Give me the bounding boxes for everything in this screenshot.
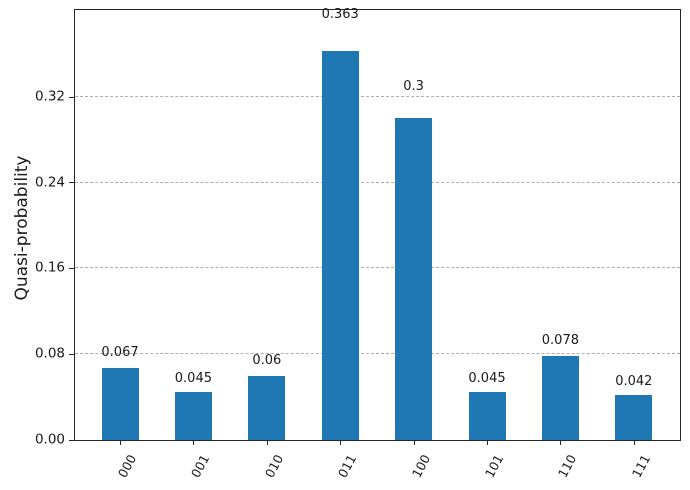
bar-010: [248, 375, 286, 440]
y-axis-tick: [69, 96, 75, 98]
plot-area: 0.00 0.08 0.16 0.24 0.32 0.067 000 0.045 001 0.06…: [35, 7, 681, 480]
bar-111: [615, 394, 653, 440]
y-gridline: [75, 95, 680, 97]
bar-001: [174, 391, 212, 440]
x-axis-tick-label: 100: [408, 452, 433, 481]
bar-value-label: 0.06: [252, 353, 282, 369]
x-axis-tick-label: 010: [261, 452, 287, 481]
y-axis-tick-label: 0.08: [34, 345, 65, 362]
x-axis-tick-label: 110: [555, 452, 580, 481]
x-axis-tick: [266, 440, 268, 445]
y-axis-tick-label: 0.32: [34, 88, 65, 105]
x-axis-tick: [120, 440, 121, 445]
bar-value-label: 0.042: [615, 374, 653, 390]
x-axis-tick: [633, 440, 635, 445]
x-axis-tick-label: 000: [114, 452, 140, 481]
bar-011: [321, 50, 359, 440]
x-axis-tick: [487, 440, 488, 445]
y-axis-tick: [69, 439, 75, 441]
y-axis-tick-label: 0.00: [34, 431, 65, 448]
y-axis-tick-label: 0.24: [34, 174, 65, 191]
bar-000: [101, 368, 139, 440]
y-axis-tick: [69, 268, 75, 270]
y-gridline: [75, 353, 680, 355]
bar-value-label: 0.045: [468, 370, 506, 386]
y-axis-label: Quasi-probability: [12, 155, 32, 301]
bar-101: [468, 391, 506, 440]
y-axis-tick-label: 0.16: [34, 259, 65, 276]
bar-value-label: 0.045: [174, 370, 212, 386]
bar-value-label: 0.363: [321, 7, 359, 23]
y-gridline: [75, 267, 680, 269]
x-axis-tick: [560, 440, 562, 445]
x-axis-tick-label: 111: [628, 452, 654, 481]
y-axis-tick: [69, 182, 75, 184]
x-axis-tick-label: 001: [188, 452, 213, 481]
x-axis-tick-label: 011: [334, 452, 360, 481]
x-axis-tick-label: 101: [481, 452, 507, 481]
bar-value-label: 0.3: [403, 79, 424, 95]
bar-110: [541, 356, 579, 440]
x-axis-tick: [193, 440, 195, 445]
bar-100: [395, 118, 433, 440]
y-gridline: [75, 181, 680, 183]
x-axis-tick: [413, 440, 415, 445]
y-axis-tick: [69, 354, 75, 355]
bar-value-label: 0.078: [541, 332, 579, 348]
x-axis-tick: [340, 440, 342, 445]
bar-value-label: 0.067: [101, 345, 139, 361]
